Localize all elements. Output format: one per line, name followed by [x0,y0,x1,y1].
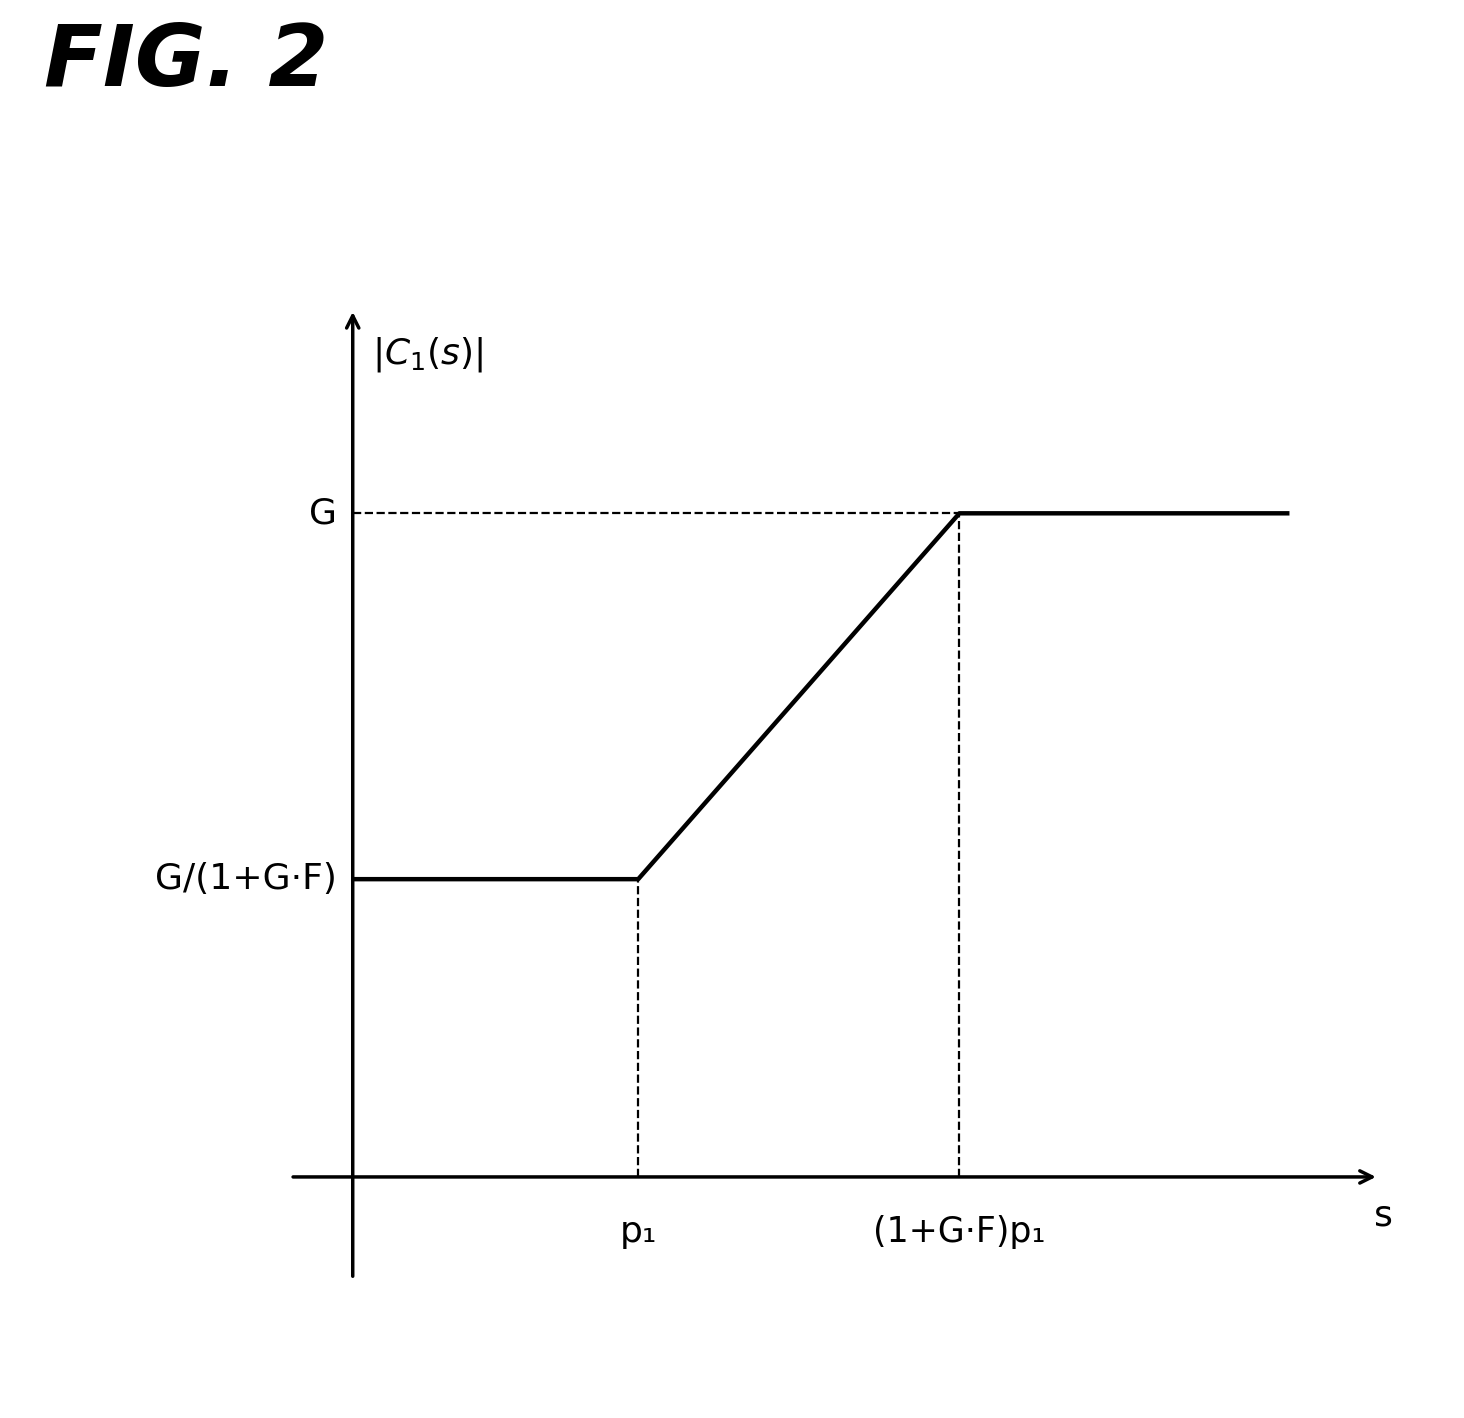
Text: G/(1+G·F): G/(1+G·F) [155,862,337,896]
Text: (1+G·F)p₁: (1+G·F)p₁ [873,1215,1045,1249]
Text: s: s [1373,1198,1392,1232]
Text: $|C_1(s)|$: $|C_1(s)|$ [372,335,483,374]
Text: FIG. 2: FIG. 2 [44,21,328,105]
Text: G: G [309,496,337,530]
Text: p₁: p₁ [619,1215,657,1249]
